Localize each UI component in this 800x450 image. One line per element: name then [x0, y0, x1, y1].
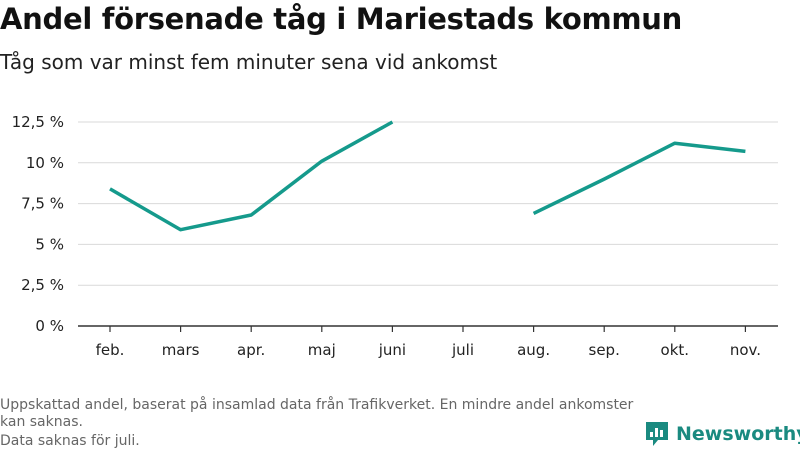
x-tick-label: feb.	[96, 341, 125, 359]
x-tick-label: sep.	[589, 341, 620, 359]
newsworthy-logo-text: Newsworthy	[676, 423, 800, 445]
chart-subtitle: Tåg som var minst fem minuter sena vid a…	[0, 50, 498, 74]
grid-lines	[78, 121, 778, 286]
newsworthy-logo-icon	[646, 422, 668, 446]
series-line-segment	[532, 141, 746, 215]
footnote-source: Uppskattad andel, baserat på insamlad da…	[0, 397, 634, 430]
y-tick-label: 10 %	[26, 154, 64, 172]
x-tick-label: nov.	[730, 341, 761, 359]
y-tick-label: 2,5 %	[21, 276, 64, 294]
newsworthy-logo[interactable]: Newsworthy	[644, 420, 800, 448]
x-tick-label: okt.	[661, 341, 690, 359]
series-lines	[109, 120, 746, 232]
x-tick-label: maj	[308, 341, 336, 359]
chart-title: Andel försenade tåg i Mariestads kommun	[0, 2, 682, 36]
y-tick-label: 12,5 %	[12, 113, 64, 131]
x-axis: feb. mars apr. maj juni juli aug. sep. okt. nov.	[78, 325, 778, 359]
series-line-segment	[109, 120, 394, 232]
y-tick-label: 7,5 %	[21, 195, 64, 213]
x-tick-label: aug.	[517, 341, 550, 359]
y-axis-tick-labels: 0 % 2,5 % 5 % 7,5 % 10 % 12,5 %	[12, 113, 64, 335]
x-tick-label: mars	[162, 341, 200, 359]
footnote-missing-data: Data saknas för juli.	[0, 433, 140, 449]
x-tick-label: apr.	[237, 341, 265, 359]
y-tick-label: 5 %	[35, 235, 64, 253]
y-tick-label: 0 %	[35, 317, 64, 335]
x-tick-label: juli	[451, 341, 474, 359]
x-tick-label: juni	[378, 341, 406, 359]
